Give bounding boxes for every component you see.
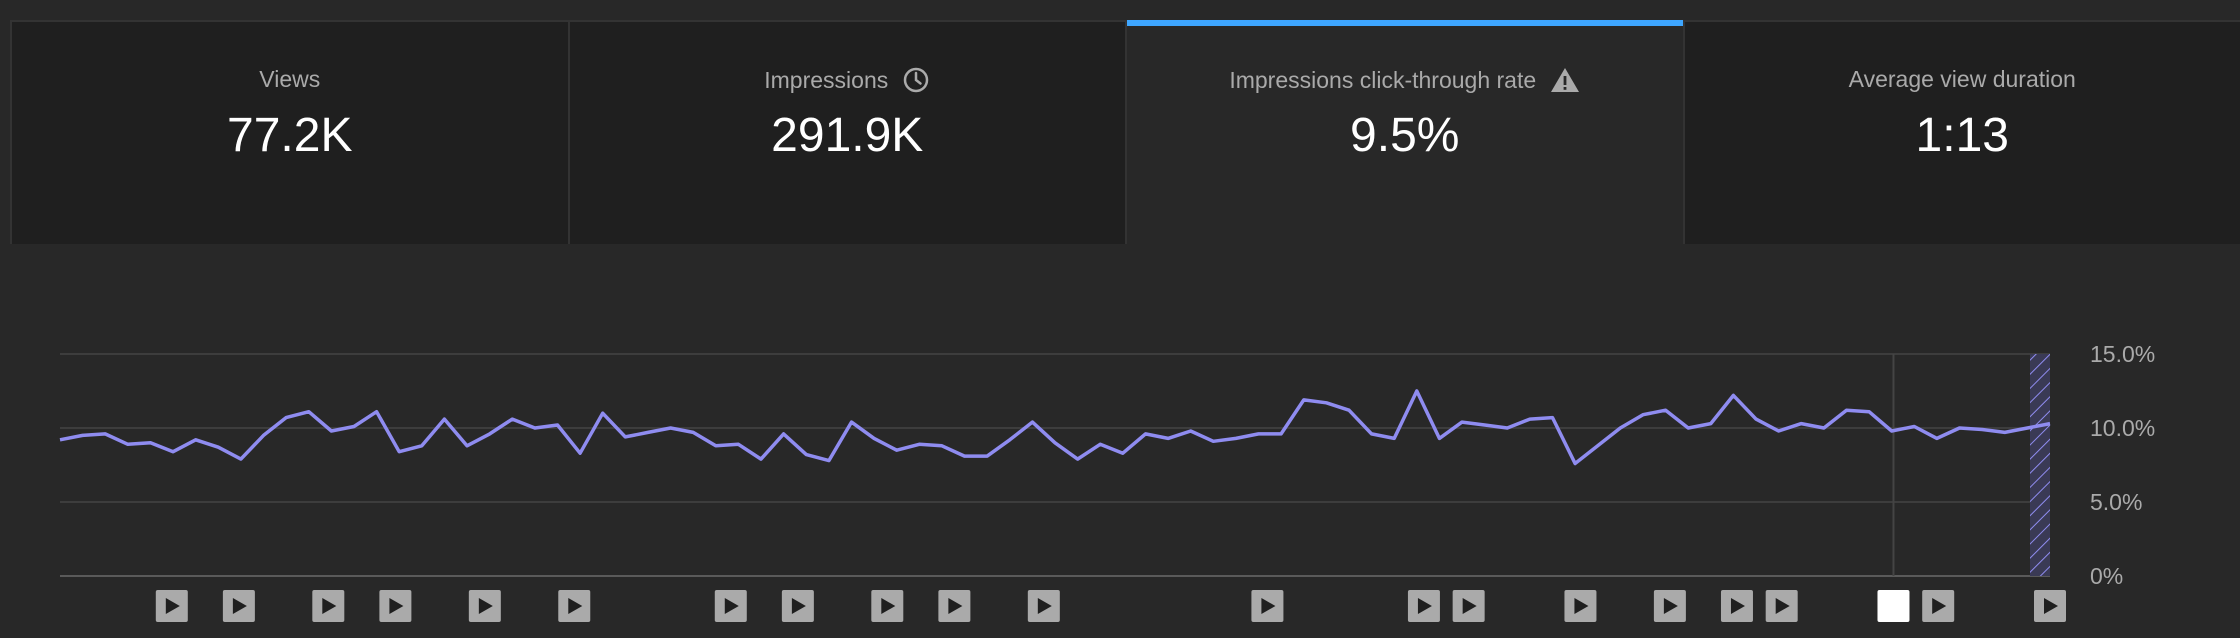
metric-value: 9.5% [1350,109,1460,162]
metric-card-views[interactable]: Views 77.2K [12,22,570,246]
video-marker[interactable] [1922,590,1955,622]
video-marker[interactable] [1452,590,1485,622]
top-strip [0,0,2240,20]
y-tick-label: 0% [2090,563,2123,589]
line-chart: 15.0% 10.0% 5.0% 0% [59,341,2155,622]
chart-area: 15.0% 10.0% 5.0% 0% [10,244,2240,638]
video-marker[interactable] [379,590,412,622]
metric-value: 291.9K [771,109,924,162]
metric-value: 1:13 [1915,109,2009,162]
video-marker[interactable] [1564,590,1597,622]
video-marker[interactable] [1765,590,1798,622]
video-marker[interactable] [222,590,255,622]
metric-card-average-view-duration[interactable]: Average view duration 1:13 [1684,22,2240,246]
metric-card-impressions[interactable]: Impressions 291.9K [569,22,1127,246]
clock-icon[interactable] [902,66,930,94]
video-marker[interactable] [312,590,345,622]
metric-label: Impressions [764,66,889,93]
video-marker[interactable] [938,590,971,622]
video-marker[interactable] [781,590,814,622]
video-marker[interactable] [714,590,747,622]
video-marker[interactable] [1653,590,1686,622]
metric-cards: Views 77.2K Impressions 291.9K Impressio… [10,20,2240,246]
video-marker[interactable] [2034,590,2066,622]
video-marker[interactable] [871,590,904,622]
y-tick-label: 15.0% [2090,341,2155,367]
video-marker[interactable] [1407,590,1440,622]
metric-card-ctr[interactable]: Impressions click-through rate 9.5% [1127,20,1685,246]
video-marker[interactable] [558,590,591,622]
y-tick-label: 10.0% [2090,415,2155,441]
metric-label: Average view duration [1848,66,2076,92]
video-marker[interactable] [468,590,501,622]
y-tick-label: 5.0% [2090,489,2142,515]
video-marker-selected[interactable] [1877,590,1910,622]
video-marker[interactable] [1027,590,1060,622]
partial-period-band [2030,354,2050,576]
video-marker[interactable] [1251,590,1284,622]
series-line [59,389,2051,466]
metric-label: Views [259,66,321,92]
video-marker[interactable] [155,590,188,622]
metric-label: Impressions click-through rate [1229,66,1537,93]
metric-value: 77.2K [227,109,353,162]
warning-icon[interactable] [1550,66,1580,94]
video-marker[interactable] [1720,590,1753,622]
